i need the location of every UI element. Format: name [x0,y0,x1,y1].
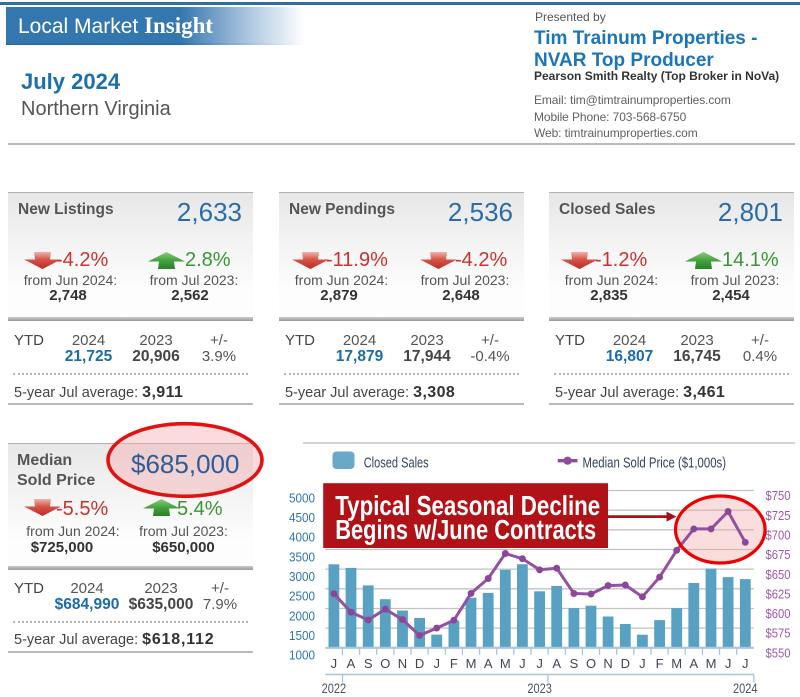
svg-text:M: M [500,656,511,671]
svg-text:2024: 2024 [733,681,758,696]
svg-text:J: J [536,656,543,671]
svg-text:$725: $725 [766,509,791,523]
svg-text:F: F [450,656,458,671]
svg-text:2023: 2023 [527,681,552,696]
svg-text:J: J [519,656,526,671]
svg-text:1500: 1500 [289,629,315,643]
svg-text:3000: 3000 [289,570,315,584]
svg-text:A: A [552,656,561,671]
svg-text:N: N [603,656,612,671]
svg-text:J: J [725,656,732,671]
svg-text:S: S [570,656,579,671]
svg-text:2000: 2000 [289,609,315,623]
svg-text:Median Sold Price ($1,000s): Median Sold Price ($1,000s) [583,456,727,472]
svg-text:O: O [380,656,390,671]
svg-text:2022: 2022 [322,681,347,696]
svg-text:M: M [671,656,682,671]
svg-text:1000: 1000 [289,649,315,663]
svg-text:2500: 2500 [289,590,315,604]
svg-text:A: A [689,656,698,671]
svg-text:S: S [364,656,373,671]
svg-text:O: O [586,656,596,671]
svg-text:$650: $650 [766,568,791,582]
svg-text:D: D [415,656,424,671]
svg-text:$750: $750 [766,489,791,503]
svg-text:M: M [706,656,717,671]
svg-text:A: A [347,656,356,671]
svg-text:J: J [639,656,646,671]
svg-text:5000: 5000 [289,491,315,505]
svg-text:$550: $550 [766,646,791,660]
svg-text:A: A [484,656,493,671]
svg-text:D: D [621,656,630,671]
svg-text:Begins w/June Contracts: Begins w/June Contracts [335,514,596,545]
svg-text:M: M [466,656,477,671]
svg-text:$675: $675 [766,548,791,562]
svg-text:Closed Sales: Closed Sales [364,456,429,472]
svg-text:J: J [331,656,338,671]
svg-text:Typical Seasonal Decline: Typical Seasonal Decline [335,490,600,521]
svg-text:4000: 4000 [289,531,315,545]
svg-text:J: J [742,656,749,671]
svg-text:F: F [656,656,664,671]
svg-text:$700: $700 [766,528,791,542]
svg-text:$600: $600 [766,607,791,621]
svg-text:$575: $575 [766,627,791,641]
svg-text:$625: $625 [766,587,791,601]
svg-text:J: J [433,656,440,671]
svg-text:3500: 3500 [289,550,315,564]
svg-text:N: N [398,656,407,671]
svg-text:4500: 4500 [289,511,315,525]
